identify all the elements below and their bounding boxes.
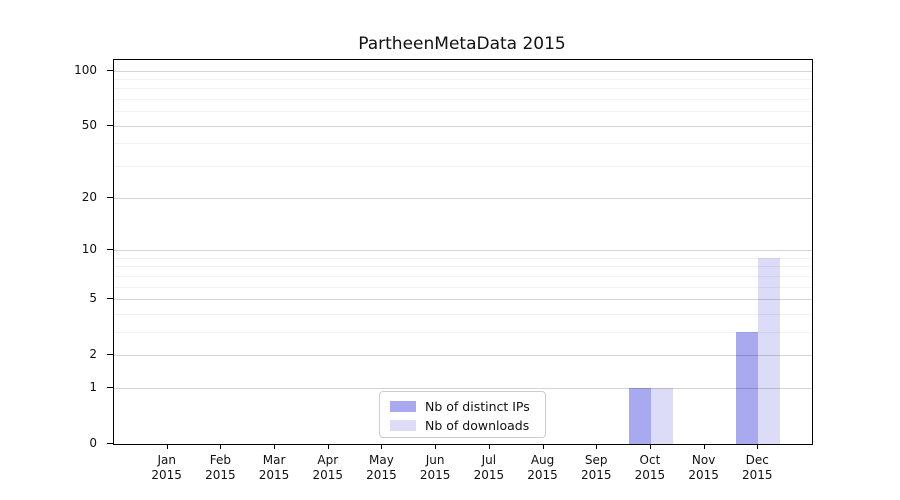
major-gridline-y-50 <box>114 125 812 127</box>
x-tick-label-jul: Jul 2015 <box>459 453 519 483</box>
y-tick-mark-20 <box>107 196 113 198</box>
legend: Nb of distinct IPs Nb of downloads <box>379 391 546 438</box>
legend-swatch-distinct-ips <box>390 401 416 412</box>
x-tick-mark-may <box>381 444 383 449</box>
bar-nb-of-distinct-ips-oct <box>628 387 651 444</box>
x-tick-mark-dec <box>757 444 759 449</box>
x-tick-label-nov: Nov 2015 <box>674 453 734 483</box>
month-year: 2015 <box>312 468 344 482</box>
y-tick-mark-10 <box>107 248 113 250</box>
minor-gridline-y-30 <box>114 166 812 168</box>
x-tick-mark-oct <box>649 444 651 449</box>
month-name: Sep <box>584 453 608 467</box>
y-tick-label-0: 0 <box>89 436 97 450</box>
month-name: May <box>369 453 394 467</box>
y-tick-mark-1 <box>107 386 113 388</box>
month-name: Nov <box>691 453 716 467</box>
minor-gridline-y-90 <box>114 78 812 80</box>
minor-gridline-y-4 <box>114 313 812 315</box>
month-name: Aug <box>530 453 555 467</box>
month-name: Dec <box>745 453 769 467</box>
minor-gridline-y-40 <box>114 143 812 145</box>
y-tick-mark-2 <box>107 354 113 356</box>
x-tick-label-jun: Jun 2015 <box>405 453 465 483</box>
x-tick-label-oct: Oct 2015 <box>620 453 680 483</box>
y-tick-label-5: 5 <box>89 290 97 305</box>
month-year: 2015 <box>366 468 397 482</box>
plot-area: Nb of distinct IPs Nb of downloads <box>113 59 813 445</box>
x-tick-label-sep: Sep 2015 <box>566 453 626 483</box>
x-tick-mark-jan <box>166 444 168 449</box>
month-year: 2015 <box>527 468 558 482</box>
minor-gridline-y-3 <box>114 331 812 333</box>
x-tick-label-mar: Mar 2015 <box>244 453 304 483</box>
major-gridline-y-5 <box>114 298 812 300</box>
x-tick-label-feb: Feb 2015 <box>190 453 250 483</box>
month-year: 2015 <box>258 468 290 482</box>
x-tick-label-apr: Apr 2015 <box>298 453 358 483</box>
x-tick-label-jan: Jan 2015 <box>137 453 197 483</box>
x-tick-label-aug: Aug 2015 <box>513 453 573 483</box>
x-tick-mark-sep <box>596 444 598 449</box>
month-year: 2015 <box>151 468 182 482</box>
month-year: 2015 <box>419 468 451 482</box>
month-name: Apr <box>317 453 339 467</box>
month-year: 2015 <box>205 468 236 482</box>
major-gridline-y-2 <box>114 355 812 357</box>
x-tick-mark-mar <box>274 444 276 449</box>
x-tick-mark-apr <box>327 444 329 449</box>
x-tick-mark-jun <box>435 444 437 449</box>
month-name: Oct <box>639 453 661 467</box>
x-tick-label-dec: Dec 2015 <box>727 453 787 483</box>
legend-label-downloads: Nb of downloads <box>425 418 530 433</box>
x-tick-mark-feb <box>220 444 222 449</box>
month-year: 2015 <box>688 468 719 482</box>
minor-gridline-y-8 <box>114 266 812 268</box>
month-name: Jan <box>157 453 176 467</box>
minor-gridline-y-6 <box>114 286 812 288</box>
major-gridline-y-10 <box>114 249 812 251</box>
y-tick-label-100: 100 <box>74 62 97 77</box>
y-tick-mark-5 <box>107 297 113 299</box>
minor-gridline-y-80 <box>114 88 812 90</box>
legend-swatch-downloads <box>390 420 416 431</box>
bar-nb-of-distinct-ips-dec <box>736 331 759 444</box>
minor-gridline-y-9 <box>114 257 812 259</box>
x-axis: Jan 2015 Feb 2015 Mar 2015 Apr 2015 May 2015 Jun 20… <box>113 444 811 494</box>
chart-title: PartheenMetaData 2015 <box>358 34 566 54</box>
minor-gridline-y-70 <box>114 99 812 101</box>
legend-entry-distinct-ips: Nb of distinct IPs <box>390 398 535 415</box>
major-gridline-y-20 <box>114 197 812 199</box>
y-tick-mark-0 <box>107 443 113 444</box>
bar-nb-of-downloads-dec <box>758 257 781 444</box>
bar-nb-of-downloads-oct <box>650 387 673 444</box>
month-year: 2015 <box>580 468 612 482</box>
month-name: Jul <box>481 453 497 467</box>
x-tick-label-may: May 2015 <box>351 453 411 483</box>
legend-entry-downloads: Nb of downloads <box>390 417 535 434</box>
month-name: Feb <box>209 453 231 467</box>
y-tick-label-50: 50 <box>81 117 97 132</box>
y-axis: 0 1 2 5 10 20 50 100 <box>0 59 113 449</box>
y-tick-label-2: 2 <box>89 347 97 362</box>
x-tick-mark-jul <box>488 444 490 449</box>
y-tick-label-1: 1 <box>89 379 97 394</box>
month-year: 2015 <box>742 468 773 482</box>
legend-label-distinct-ips: Nb of distinct IPs <box>425 399 530 414</box>
y-tick-mark-100 <box>107 69 113 71</box>
month-year: 2015 <box>473 468 505 482</box>
x-tick-mark-nov <box>703 444 705 449</box>
major-gridline-y-1 <box>114 387 812 389</box>
month-name: Mar <box>262 453 286 467</box>
month-year: 2015 <box>634 468 666 482</box>
minor-gridline-y-60 <box>114 111 812 113</box>
y-tick-label-20: 20 <box>81 189 97 204</box>
month-name: Jun <box>425 453 445 467</box>
minor-gridline-y-7 <box>114 275 812 277</box>
x-tick-mark-aug <box>542 444 544 449</box>
y-tick-mark-50 <box>107 124 113 126</box>
major-gridline-y-100 <box>114 70 812 72</box>
y-tick-label-10: 10 <box>81 241 97 256</box>
